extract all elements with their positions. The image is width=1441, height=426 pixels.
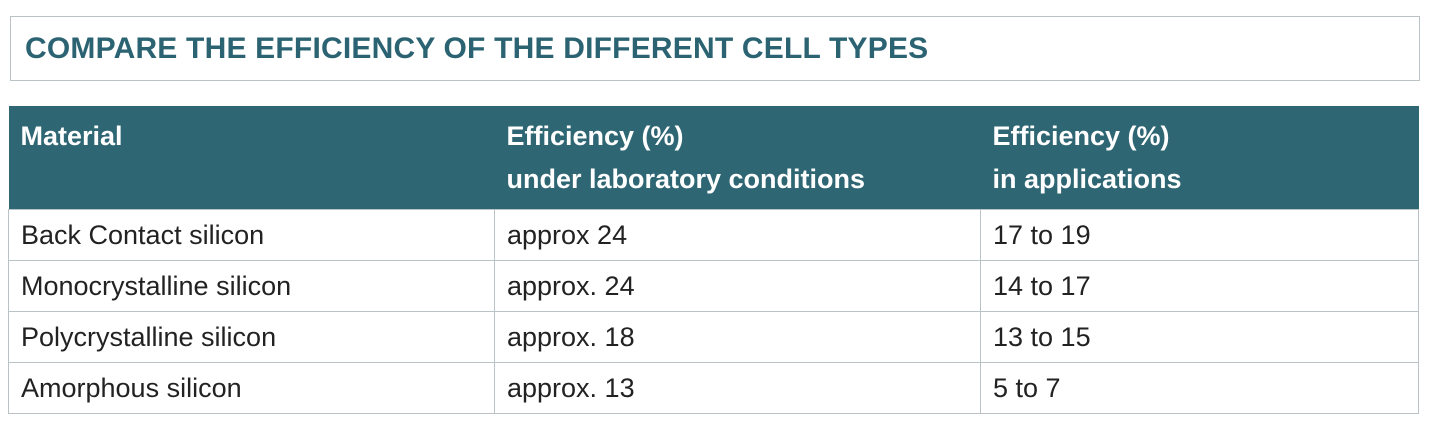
table-row: Back Contact silicon approx 24 17 to 19 (8, 209, 1419, 261)
header-sublabel: under laboratory conditions (506, 164, 866, 194)
cell-application-efficiency: 5 to 7 (980, 362, 1419, 414)
header-label: Efficiency (%) (506, 121, 684, 151)
header-sublabel: in applications (992, 164, 1182, 194)
header-label: Efficiency (%) (992, 121, 1170, 151)
efficiency-table: Material Efficiency (%) under laboratory… (8, 106, 1419, 414)
header-lab-efficiency: Efficiency (%) under laboratory conditio… (494, 106, 981, 210)
cell-lab-efficiency: approx. 13 (494, 362, 981, 414)
header-material: Material (8, 106, 495, 210)
page-title: COMPARE THE EFFICIENCY OF THE DIFFERENT … (25, 31, 929, 65)
cell-application-efficiency: 13 to 15 (980, 311, 1419, 363)
cell-application-efficiency: 14 to 17 (980, 260, 1419, 312)
header-label: Material (20, 121, 123, 151)
header-application-efficiency: Efficiency (%) in applications (980, 106, 1419, 210)
cell-material: Monocrystalline silicon (8, 260, 495, 312)
header-row: Material Efficiency (%) under laboratory… (8, 106, 1419, 210)
cell-lab-efficiency: approx. 24 (494, 260, 981, 312)
cell-material: Polycrystalline silicon (8, 311, 495, 363)
cell-lab-efficiency: approx. 18 (494, 311, 981, 363)
cell-material: Back Contact silicon (8, 209, 495, 261)
cell-application-efficiency: 17 to 19 (980, 209, 1419, 261)
cell-material: Amorphous silicon (8, 362, 495, 414)
table-row: Monocrystalline silicon approx. 24 14 to… (8, 260, 1419, 312)
table-row: Polycrystalline silicon approx. 18 13 to… (8, 311, 1419, 363)
cell-lab-efficiency: approx 24 (494, 209, 981, 261)
table-row: Amorphous silicon approx. 13 5 to 7 (8, 362, 1419, 414)
title-box: COMPARE THE EFFICIENCY OF THE DIFFERENT … (10, 16, 1420, 81)
